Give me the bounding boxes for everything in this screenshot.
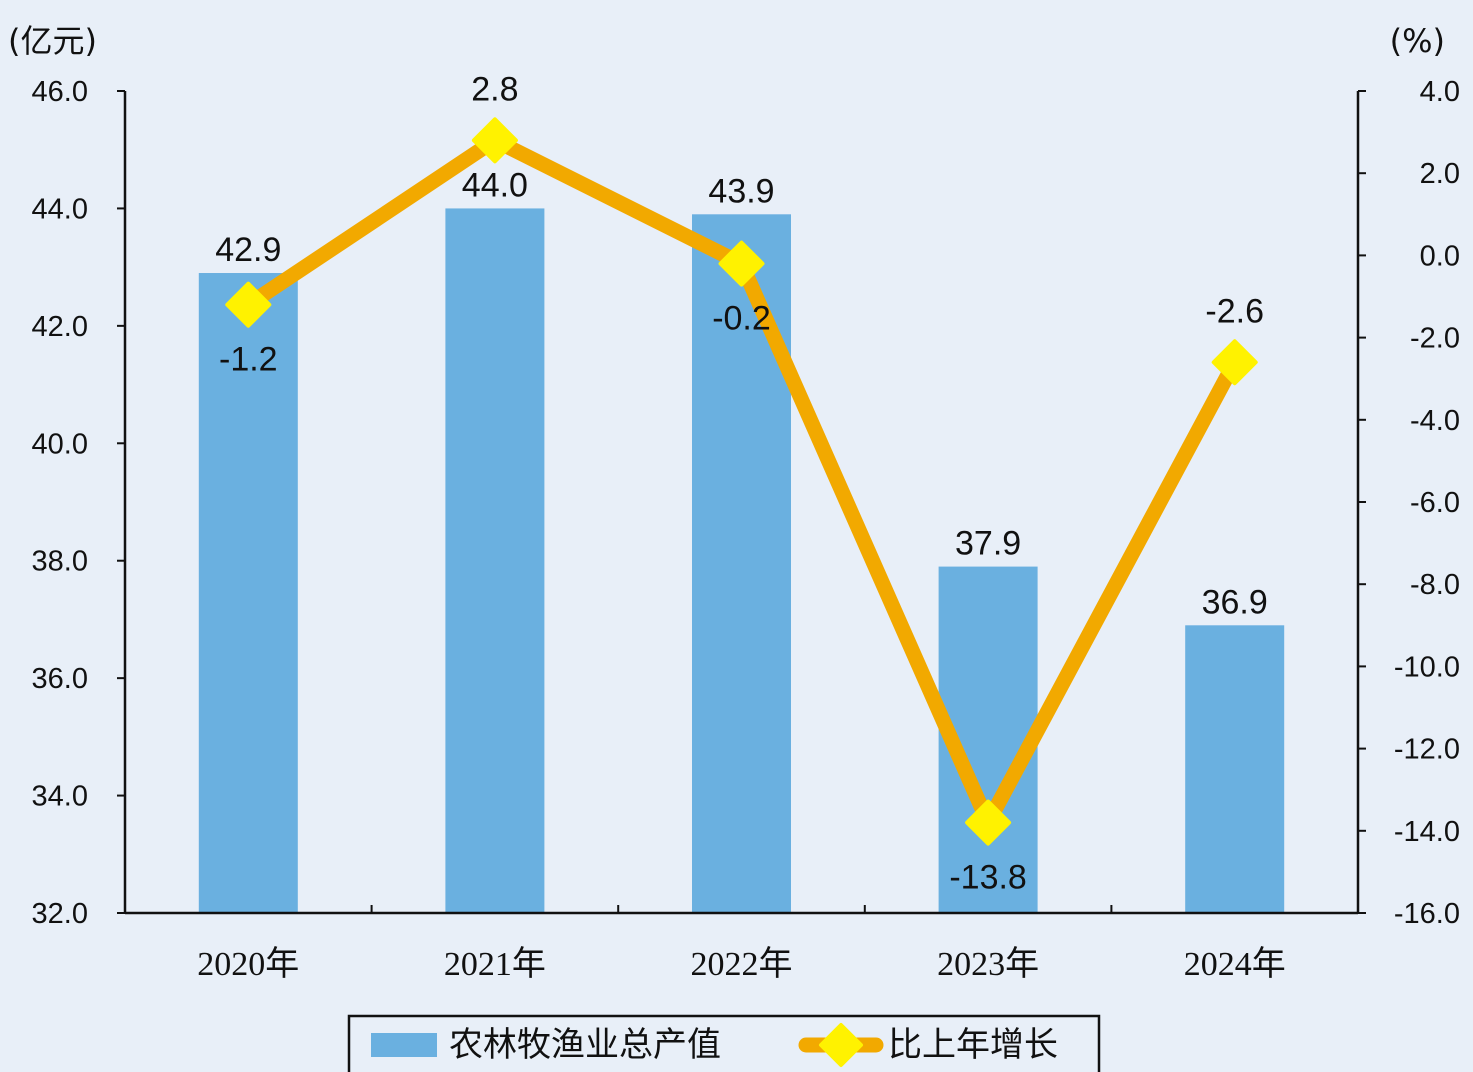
left-tick-label: 42.0 <box>32 311 88 343</box>
line-series <box>225 117 1258 846</box>
right-tick-label: -4.0 <box>1410 405 1460 437</box>
bar-value-label: 44.0 <box>462 166 528 204</box>
growth-marker-2023年 <box>965 799 1012 846</box>
data-labels: 42.9 44.0 43.9 37.9 36.9 -1.2 2.8 -0.2 -13.8 -2.6 <box>215 70 1268 896</box>
x-tick-label: 2022年 <box>691 945 793 983</box>
right-tick-label: -6.0 <box>1410 487 1460 519</box>
growth-marker-2024年 <box>1211 339 1258 386</box>
right-axis-unit: (%) <box>1390 22 1445 60</box>
legend-line-marker <box>819 1023 863 1067</box>
left-axis-unit: (亿元) <box>8 22 97 60</box>
axes: 32.0 34.0 36.0 38.0 40.0 42.0 44.0 46.0 -16.0 -14… <box>32 76 1460 983</box>
x-tick-label: 2021年 <box>444 945 546 983</box>
right-tick-label: -12.0 <box>1394 734 1460 766</box>
left-tick-label: 34.0 <box>32 781 88 813</box>
right-tick-label: 0.0 <box>1420 240 1460 272</box>
left-tick-label: 38.0 <box>32 546 88 578</box>
bar-value-label: 37.9 <box>955 525 1021 563</box>
line-value-label: 2.8 <box>471 70 518 108</box>
right-tick-label: -2.0 <box>1410 323 1460 355</box>
left-tick-label: 44.0 <box>32 193 88 225</box>
right-tick-label: -14.0 <box>1394 816 1460 848</box>
right-tick-label: 2.0 <box>1420 158 1460 190</box>
left-tick-label: 46.0 <box>32 76 88 108</box>
left-tick-label: 32.0 <box>32 898 88 930</box>
left-tick-label: 36.0 <box>32 663 88 695</box>
bar-2024年 <box>1185 625 1285 913</box>
right-tick-label: 4.0 <box>1420 76 1460 108</box>
bar-value-label: 36.9 <box>1202 583 1268 621</box>
growth-marker-2021年 <box>471 117 518 164</box>
legend-box <box>347 1014 1101 1072</box>
bar-2020年 <box>198 273 298 913</box>
legend-bar-swatch <box>371 1033 437 1057</box>
legend-bar-label: 农林牧渔业总产值 <box>449 1025 721 1065</box>
growth-marker-2020年 <box>225 281 272 328</box>
line-value-label: -0.2 <box>712 300 771 338</box>
bar-value-label: 42.9 <box>215 231 281 269</box>
right-tick-label: -16.0 <box>1394 898 1460 930</box>
x-tick-label: 2024年 <box>1184 945 1286 983</box>
left-tick-label: 40.0 <box>32 428 88 460</box>
bar-series <box>198 208 1285 914</box>
legend: 农林牧渔业总产值 比上年增长 <box>347 1014 1101 1072</box>
bar-value-label: 43.9 <box>708 172 774 210</box>
x-tick-label: 2020年 <box>197 945 299 983</box>
growth-marker-2022年 <box>718 240 765 287</box>
right-tick-label: -10.0 <box>1394 651 1460 683</box>
x-tick-label: 2023年 <box>937 945 1039 983</box>
right-tick-label: -8.0 <box>1410 569 1460 601</box>
bar-2021年 <box>445 208 545 913</box>
line-value-label: -2.6 <box>1205 292 1264 330</box>
legend-line-label: 比上年增长 <box>888 1025 1058 1065</box>
line-value-label: -1.2 <box>219 341 278 379</box>
line-value-label: -13.8 <box>949 859 1027 897</box>
